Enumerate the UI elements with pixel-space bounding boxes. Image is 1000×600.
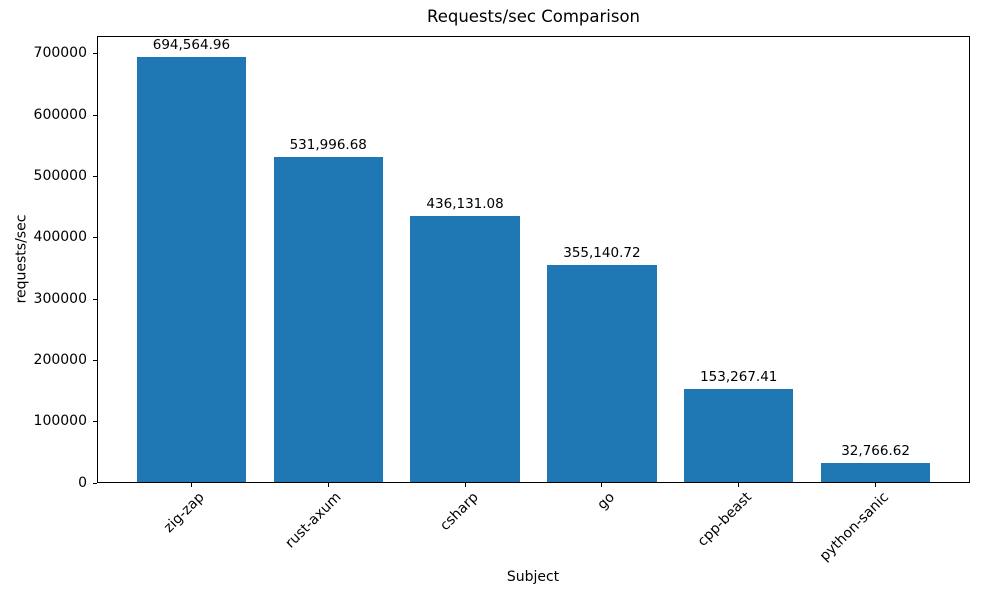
bar-value-label: 355,140.72 <box>563 245 641 262</box>
x-tick-mark <box>190 483 192 487</box>
y-tick-mark <box>93 482 97 484</box>
y-tick-label: 0 <box>78 474 87 491</box>
x-tick-mark <box>601 483 603 487</box>
y-tick-label: 500000 <box>33 168 87 185</box>
x-tick-label: go <box>594 489 619 513</box>
y-tick-label: 400000 <box>33 229 87 246</box>
y-tick-label: 100000 <box>33 413 87 430</box>
x-tick-label: csharp <box>437 489 482 534</box>
x-tick-mark <box>738 483 740 487</box>
bar-value-label: 694,564.96 <box>152 37 231 54</box>
x-tick-label: rust-axum <box>282 489 345 552</box>
x-tick-mark <box>464 483 466 487</box>
bar-value-label: 531,996.68 <box>289 136 367 153</box>
bar-value-label: 436,131.08 <box>426 195 504 212</box>
x-tick-label: cpp-beast <box>694 489 756 550</box>
bar <box>684 389 794 482</box>
y-tick-mark <box>93 421 97 423</box>
x-tick-label: python-sanic <box>816 489 893 565</box>
y-tick-mark <box>93 176 97 178</box>
y-tick-label: 600000 <box>33 106 87 123</box>
bar <box>820 462 931 482</box>
bar-value-label: 153,267.41 <box>700 369 778 386</box>
y-tick-mark <box>93 298 97 300</box>
x-tick-label: zig-zap <box>161 489 209 536</box>
y-tick-mark <box>93 237 97 239</box>
bar <box>410 215 520 482</box>
y-tick-mark <box>93 53 97 55</box>
bar <box>136 57 247 482</box>
y-tick-label: 700000 <box>33 45 87 62</box>
bar <box>273 156 383 482</box>
y-tick-label: 200000 <box>33 351 87 368</box>
bar <box>547 265 657 482</box>
bar-value-label: 32,766.62 <box>841 442 910 459</box>
x-tick-mark <box>327 483 329 487</box>
y-tick-mark <box>93 359 97 361</box>
x-axis-label: Subject <box>506 569 560 585</box>
y-tick-label: 300000 <box>33 290 87 307</box>
y-tick-mark <box>93 114 97 116</box>
chart-title: Requests/sec Comparison <box>426 7 641 26</box>
y-axis-label: requests/sec <box>13 214 30 304</box>
x-tick-mark <box>875 483 877 487</box>
